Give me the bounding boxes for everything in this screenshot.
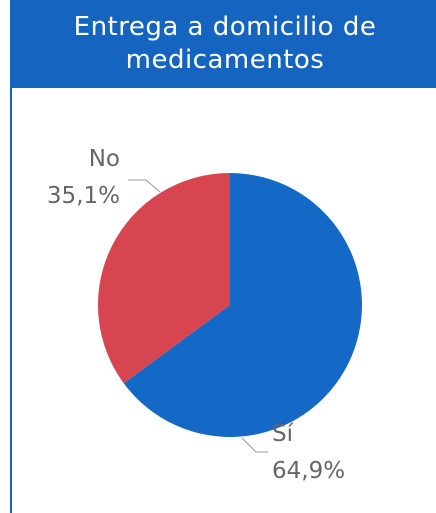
slice-value-label: 64,9%: [272, 458, 345, 484]
card: Entrega a domicilio de medicamentos: [10, 0, 436, 513]
pie-slice: [123, 173, 362, 438]
pie-slice: [97, 173, 230, 384]
header: Entrega a domicilio de medicamentos: [12, 0, 436, 88]
slice-category-label: No: [89, 146, 120, 172]
leader-line: [128, 179, 161, 193]
chart-title: Entrega a domicilio de medicamentos: [73, 12, 377, 75]
slice-category-label: Sí: [272, 421, 294, 447]
slice-value-label: 35,1%: [47, 183, 120, 209]
leader-line: [241, 437, 268, 453]
